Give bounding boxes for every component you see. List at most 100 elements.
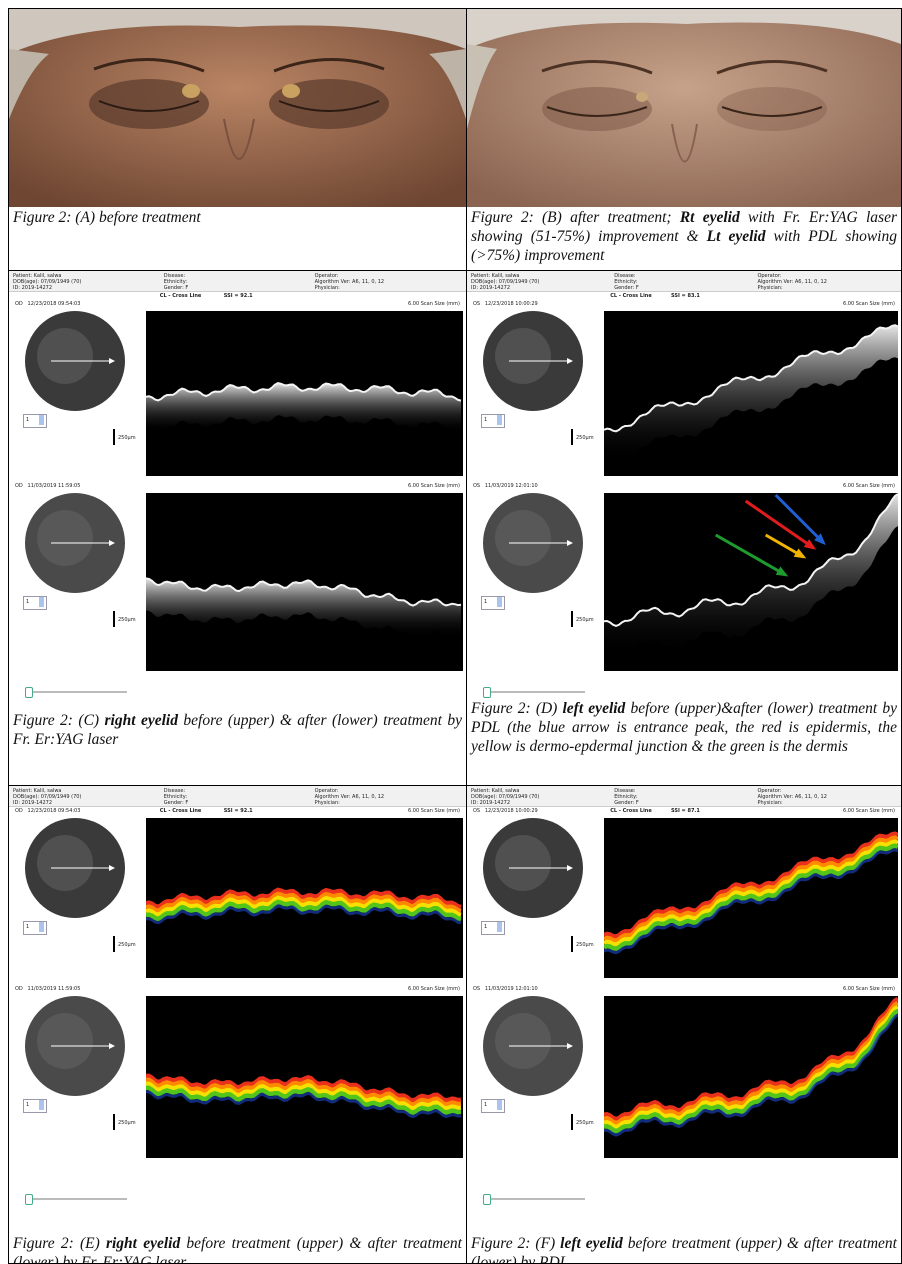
header-field: Physician: [757,800,782,806]
scan-date: OS 12/23/2018 10:00:29 [473,301,538,307]
oct-bg [604,996,898,1158]
scale-bar [571,611,573,627]
photo-after [467,9,901,207]
caption-text: right eyelid [105,712,178,729]
oct-image [604,311,898,476]
scale-label: 250µm [576,1120,594,1126]
fundus-box [479,818,587,923]
caption-text: left eyelid [563,700,626,717]
slice-spinner [39,415,44,425]
fundus-image [21,493,129,593]
scan-size: 6.00 Scan Size (mm) [843,808,895,814]
slice-spinner [497,922,502,932]
slice-spinner [39,1100,44,1110]
oct-image [604,818,898,978]
header-field: ID: 2019-14272 [13,800,52,806]
fundus-image [479,818,587,918]
scale-bar [113,936,115,952]
slice-number: 1 [26,1102,29,1108]
slider-thumb [25,687,33,698]
header-field: ID: 2019-14272 [13,285,52,291]
caption-text: Figure 2: (D) [471,700,563,717]
fundus-image [21,996,129,1096]
fundus-image [479,311,587,411]
slice-spinner [39,597,44,607]
slider-track [485,691,585,693]
scan-size: 6.00 Scan Size (mm) [408,808,460,814]
ssi: SSI = 83.1 [671,293,700,299]
caption-text: Lt eyelid [707,228,766,245]
oct-image [146,311,463,476]
photo-cell: Figure 2: (A) before treatment [8,8,467,271]
ssi: SSI = 87.1 [671,808,700,814]
header-field: Gender: F [614,285,639,291]
scan-size: 6.00 Scan Size (mm) [408,301,460,307]
caption-text: left eyelid [560,1235,623,1252]
scan-size: 6.00 Scan Size (mm) [843,301,895,307]
caption-text: Rt eyelid [680,209,740,226]
caption-text: Figure 2: (B) after treatment; [471,209,680,226]
oct-box [604,996,898,1163]
scale-bar [571,1114,573,1130]
scan-type: CL - Cross Line [610,808,652,814]
ssi: SSI = 92.1 [224,293,253,299]
slice-number: 1 [26,417,29,423]
fundus-box [21,311,129,416]
caption: Figure 2: (E) right eyelid before treatm… [13,1234,462,1264]
oct-image [146,493,463,671]
oct-box [146,493,463,676]
fundus-glow [37,1013,93,1069]
scale-bar [113,611,115,627]
scan-date: OD 12/23/2018 09:54:03 [15,301,80,307]
caption: Figure 2: (F) left eyelid before treatme… [471,1234,897,1264]
scan-type: CL - Cross Line [160,293,202,299]
scan-type: CL - Cross Line [160,808,202,814]
slice-number: 1 [484,924,487,930]
slice-number: 1 [26,599,29,605]
oct-image [604,996,898,1158]
fundus-glow [495,835,551,891]
caption-text: right eyelid [106,1235,180,1252]
scan-date: OD 12/23/2018 09:54:03 [15,808,80,814]
slider-track [27,691,127,693]
caption-text: Figure 2: (F) [471,1235,560,1252]
slider-track [27,1198,127,1200]
header-field: Physician: [315,800,340,806]
slice-spinner [497,597,502,607]
fundus-glow [37,510,93,566]
scale-label: 250µm [576,435,594,441]
slice-number: 1 [484,599,487,605]
photo-cell: Figure 2: (B) after treatment; Rt eyelid… [466,8,902,271]
scan-date: OS 12/23/2018 10:00:29 [473,808,538,814]
figure-page: Figure 2: (A) before treatment Figure 2:… [0,0,902,1264]
fundus-image [479,493,587,593]
header-field: Physician: [315,285,340,291]
fundus-image [21,311,129,411]
oct-box [604,818,898,983]
caption: Figure 2: (C) right eyelid before (upper… [13,711,462,749]
oct-cell: Patient: Kalil, salwaDOB(age): 07/09/194… [8,785,467,1264]
caption: Figure 2: (D) left eyelid before (upper)… [471,699,897,756]
fundus-box [21,818,129,923]
scan-date: OS 11/03/2019 12:01:10 [473,986,538,992]
scale-bar [113,1114,115,1130]
slice-spinner [39,922,44,932]
fundus-box [479,311,587,416]
header-field: Physician: [757,285,782,291]
slider-thumb [483,687,491,698]
fundus-image [21,818,129,918]
header-field: Gender: F [614,800,639,806]
oct-box [146,996,463,1163]
scale-label: 250µm [576,942,594,948]
scale-bar [571,429,573,445]
oct-image [604,493,898,671]
fundus-glow [495,328,551,384]
fundus-image [479,996,587,1096]
caption: Figure 2: (B) after treatment; Rt eyelid… [471,208,897,265]
scan-date: OD 11/03/2019 11:59:05 [15,986,80,992]
slice-number: 1 [484,1102,487,1108]
scale-label: 250µm [118,435,136,441]
scan-date: OD 11/03/2019 11:59:05 [15,483,80,489]
scan-type: CL - Cross Line [610,293,652,299]
caption-text: Figure 2: (A) before treatment [13,209,201,226]
